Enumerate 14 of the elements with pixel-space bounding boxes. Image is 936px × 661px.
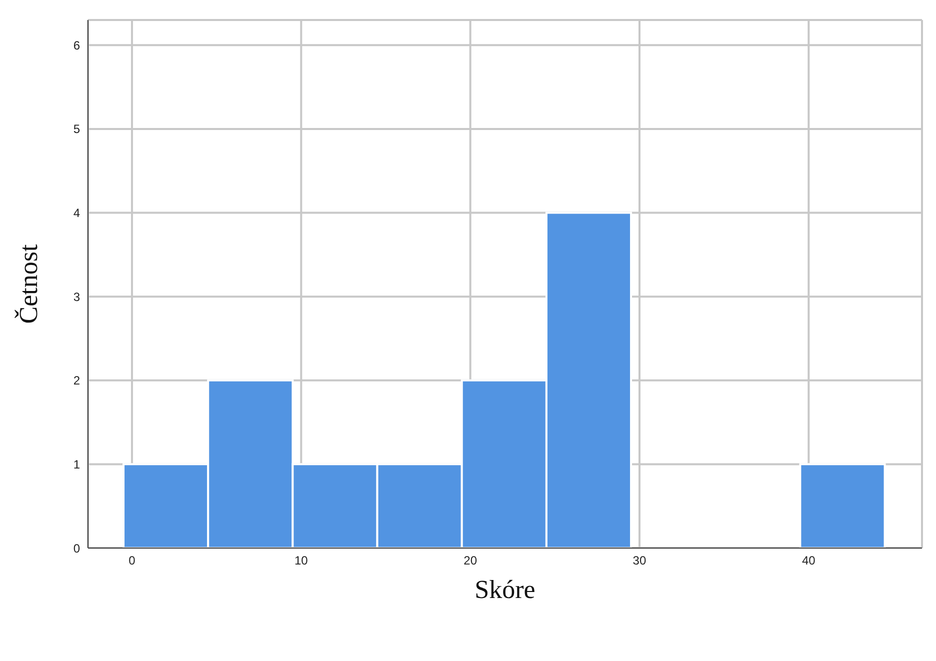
x-tick-label: 30 bbox=[632, 554, 646, 568]
x-tick-label: 40 bbox=[802, 554, 816, 568]
y-tick-label: 4 bbox=[73, 206, 80, 220]
y-tick-label: 0 bbox=[73, 541, 80, 556]
x-tick-label: 20 bbox=[464, 554, 478, 568]
x-tick-label: 0 bbox=[128, 554, 136, 568]
y-tick-label: 6 bbox=[73, 38, 80, 52]
x-tick-label: 10 bbox=[294, 554, 308, 568]
y-tick-label: 5 bbox=[73, 122, 80, 136]
y-tick-label: 1 bbox=[73, 457, 80, 472]
y-tick-label: 2 bbox=[73, 374, 80, 388]
y-tick-label: 3 bbox=[73, 290, 80, 304]
x-axis-title: Skóre bbox=[474, 575, 536, 604]
y-axis-title: Četnost bbox=[14, 244, 44, 324]
